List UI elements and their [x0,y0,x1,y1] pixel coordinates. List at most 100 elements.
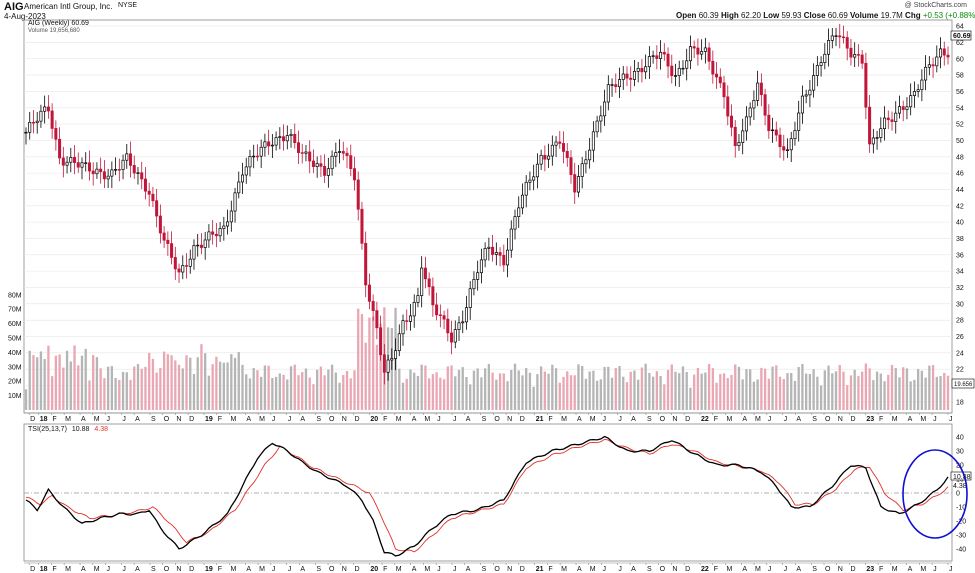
candle-body [800,95,804,114]
price-legend: AIG (Weekly) 60.69 [28,20,89,27]
volume-bar [129,379,132,410]
candle-body [748,107,752,118]
volume-bar [808,374,812,410]
volume-bar [204,353,207,410]
volume-bar [875,371,879,410]
volume-bar [345,371,349,410]
candle-body [162,232,166,241]
volume-bar [39,351,43,410]
candle-body [856,54,860,56]
price-tick-label: 18 [956,399,964,406]
candle-body [543,154,547,160]
signal-line [25,438,949,553]
volume-bar [745,369,748,410]
time-tick-label: O [660,566,666,573]
candle-body [584,159,588,165]
candle-body [54,128,58,140]
volume-bar [584,378,588,410]
candle-body [823,53,827,63]
time-tick-label: J [122,566,126,573]
candle-body [901,106,905,110]
candle-body [379,327,383,356]
candle-body [692,46,696,49]
time-tick-label: S [647,566,652,573]
volume-bar [637,379,640,410]
time-tick-label: O [494,416,500,423]
time-tick-label: O [825,416,831,423]
volume-bar [364,342,367,410]
volume-bar [883,381,886,410]
volume-bar [174,360,177,410]
candle-body [853,54,857,58]
volume-bar [472,370,476,410]
candle-body [76,162,80,168]
volume-bar [427,378,431,410]
candle-body [931,64,935,67]
time-tick-label: F [548,416,552,423]
volume-bar [357,308,360,410]
time-tick-label: M [755,416,761,423]
candle-body [177,268,181,273]
time-tick-label: 21 [536,416,544,423]
volume-bar [622,376,625,410]
volume-bar [510,369,513,410]
candle-body [345,152,349,156]
price-tick-label: 42 [956,203,964,210]
candle-body [595,120,599,133]
volume-bar [704,372,707,410]
time-tick-label: A [81,416,86,423]
candle-body [778,134,782,147]
volume-bar [543,371,547,410]
volume-bar [902,367,905,410]
volume-bar [233,357,237,410]
candle-body [771,129,775,132]
volume-tick-label: 70M [8,307,22,314]
time-tick-label: 22 [701,566,709,573]
candle-body [188,258,192,267]
time-tick-label: F [714,416,718,423]
volume-bar [532,386,535,410]
volume-bar [140,368,143,410]
volume-bar [28,350,31,410]
candle-body [296,142,301,153]
time-tick-label: A [577,566,582,573]
candle-body [591,131,595,151]
volume-bar [446,366,449,410]
volume-bar [909,381,912,410]
candle-body [666,53,670,67]
volume-bar [73,345,76,410]
price-tick-label: 56 [956,89,964,96]
volume-bar [185,355,188,410]
tsi-axis: 403020100-10-20-30-40 [956,435,966,554]
candle-body [334,152,338,157]
time-tick-label: N [672,566,677,573]
volume-bar [577,364,580,410]
time-tick-label: S [482,416,487,423]
volume-bar [838,365,841,410]
time-tick-label: 23 [866,566,874,573]
price-tick-label: 48 [956,154,964,161]
volume-bar [707,363,711,410]
volume-bar [554,368,558,410]
time-tick-label: J [768,416,772,423]
volume-bar [547,373,550,410]
volume-bar [864,363,868,410]
volume-bar [655,371,658,410]
candle-body [267,141,271,147]
candle-body [524,181,528,196]
volume-bar [218,361,222,410]
tsi-panel: 403020100-10-20-30-40 TSI(25,13,7) 10.88… [23,423,972,562]
time-tick-label: F [548,566,552,573]
candle-body [114,169,118,171]
time-tick-label: J [437,566,441,573]
candle-body [28,121,32,133]
volume-bar [943,372,946,410]
candle-body [506,249,510,266]
candle-body [468,288,472,308]
time-tick-label: M [65,566,71,573]
volume-bar [734,364,737,410]
time-tick-label: F [383,566,387,573]
volume-bar [237,352,240,410]
candle-body [845,37,849,49]
volume-tick-label: 10M [8,393,22,400]
